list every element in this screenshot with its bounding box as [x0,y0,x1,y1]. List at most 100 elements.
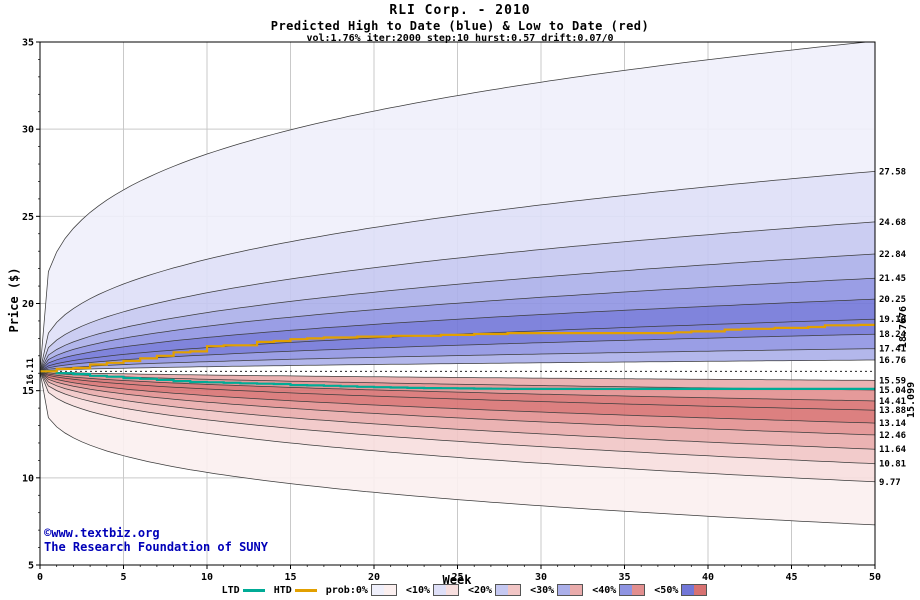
x-tick-label: 40 [702,572,714,583]
price-level-label: 12.46 [879,431,906,441]
legend-prob-swatch [433,584,459,596]
x-axis-title: Week [442,573,472,587]
htd-final-label: 18.7676 [898,306,909,348]
x-tick-label: 45 [785,572,797,583]
y-tick-label: 30 [22,125,34,136]
price-level-label: 14.41 [879,397,906,407]
chart-params: vol:1.76% iter:2000 step:10 hurst:0.57 d… [306,33,614,45]
price-level-label: 18.24 [879,330,907,340]
legend-htd-label: HTD [273,584,292,596]
chart-title: RLI Corp. - 2010 [389,3,531,18]
price-level-label: 22.84 [879,250,907,260]
y-tick-label: 35 [22,38,34,49]
low-prob-band [40,371,875,482]
low-prob-band [40,371,875,435]
high-prob-band [40,221,875,372]
price-level-label: 10.81 [879,460,906,470]
legend-prob-swatch [619,584,646,596]
band-boundary-line [40,371,875,526]
x-tick-label: 50 [869,572,881,583]
band-boundary-line [40,298,875,372]
low-prob-band [40,371,875,390]
x-tick-label: 30 [535,572,547,583]
band-boundary-line [40,277,875,372]
price-level-label: 13.88 [879,406,906,416]
x-tick-label: 15 [284,572,296,583]
price-level-label: 13.14 [879,419,907,429]
band-boundary-line [40,370,875,402]
legend-prob-label: <10% [405,584,430,596]
price-level-label: 21.45 [879,274,906,284]
legend-prob-label: <20% [468,584,493,596]
band-boundary-line [40,221,875,372]
legend-prob-label: <50% [654,584,679,596]
legend-ltd-swatch [242,588,265,592]
high-prob-band [40,299,875,372]
high-prob-band [40,171,875,372]
band-boundary-line [40,359,875,372]
high-prob-band [40,278,875,372]
band-boundary-line [40,371,875,483]
price-level-label: 9.77 [879,478,901,488]
x-tick-label: 5 [120,572,126,583]
price-level-label: 20.25 [879,295,906,305]
ltd-final-label: 15.099 [906,382,917,418]
band-boundary-line [40,371,875,450]
legend-prob-swatch [495,584,522,596]
ltd-line [40,370,875,390]
legend-prob-swatch [557,584,584,596]
chart-subtitle: Predicted High to Date (blue) & Low to D… [270,18,650,33]
legend-prob-swatch [681,584,708,596]
x-tick-label: 10 [201,572,213,583]
x-tick-label: 35 [618,572,630,583]
watermark-org: The Research Foundation of SUNY [44,540,268,555]
price-level-label: 11.64 [879,445,907,455]
high-prob-band [40,42,875,372]
low-prob-band [40,371,875,464]
legend-prob-label: <30% [530,584,555,596]
low-prob-band [40,371,875,450]
legend-ltd-label: LTD [221,584,240,596]
legend: LTD HTD prob:0% <10% <20% <30% <40% <50% [0,584,920,596]
band-boundary-line [40,253,875,372]
x-tick-label: 0 [37,572,43,583]
y-tick-label: 20 [22,299,34,310]
legend-prob-label: <40% [592,584,617,596]
high-prob-band [40,334,875,372]
band-boundary-line [40,371,875,436]
price-level-label: 15.59 [879,376,906,386]
start-price-label: 16.11 [26,358,36,385]
y-tick-label: 10 [22,473,34,484]
band-boundary-line [40,42,871,372]
legend-htd-swatch [294,588,317,592]
low-prob-band [40,371,875,424]
band-boundary-line [40,348,875,372]
price-level-label: 19.10 [879,315,906,325]
y-axis-title: Price ($) [7,267,21,333]
band-boundary-line [40,371,875,465]
legend-prob-swatch [370,584,397,596]
chart-header: RLI Corp. - 2010 Predicted High to Date … [0,3,920,46]
low-prob-band [40,371,875,401]
x-tick-label: 25 [451,572,463,583]
y-tick-label: 15 [22,386,34,397]
watermark-url[interactable]: ©www.textbiz.org [44,526,160,540]
low-prob-band [40,371,875,411]
price-level-label: 15.04 [879,386,907,396]
price-level-label: 16.76 [879,356,906,366]
price-level-label: 17.41 [879,345,906,355]
band-boundary-line [40,333,875,372]
watermark: ©www.textbiz.org The Research Foundation… [44,526,268,555]
band-boundary-line [40,370,875,424]
plot-area [40,42,875,565]
legend-prob-label: prob:0% [325,584,368,596]
price-level-label: 27.58 [879,167,906,177]
y-tick-label: 25 [22,212,34,223]
y-tick-label: 5 [28,561,34,572]
band-boundary-line [40,171,875,372]
price-level-label: 24.68 [879,218,906,228]
x-tick-label: 20 [368,572,380,583]
band-boundary-line [40,370,875,411]
